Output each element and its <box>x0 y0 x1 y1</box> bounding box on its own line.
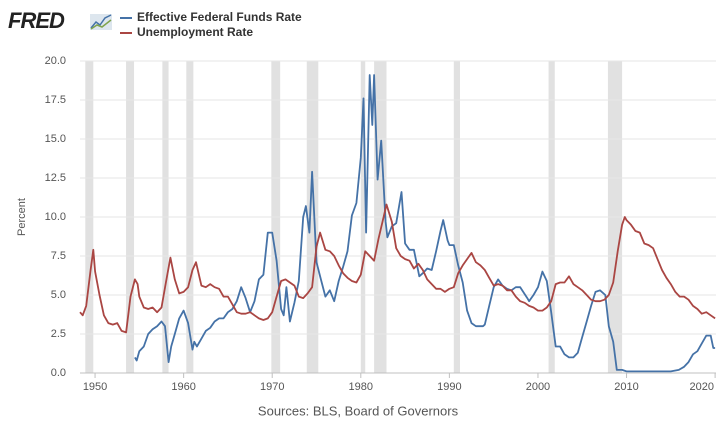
logo-icon-line <box>90 14 112 29</box>
x-tick-label: 1960 <box>171 381 195 393</box>
x-tick-label: 2010 <box>614 381 638 393</box>
legend-label: Effective Federal Funds Rate <box>137 10 302 24</box>
x-tick-label: 2020 <box>690 381 714 393</box>
logo-icon <box>90 14 112 30</box>
y-axis-label: Percent <box>16 198 28 236</box>
y-tick-label: 0.0 <box>51 367 66 379</box>
y-tick-label: 2.5 <box>51 328 66 340</box>
source: Sources: BLS, Board of Governors <box>258 403 459 418</box>
logo-icon-line <box>90 19 112 30</box>
x-tick-label: 1950 <box>83 381 107 393</box>
y-tick-label: 5.0 <box>51 289 66 301</box>
y-tick-label: 20.0 <box>45 55 66 67</box>
legend-label: Unemployment Rate <box>137 25 253 39</box>
series-line <box>134 74 716 373</box>
x-tick-label: 1990 <box>437 381 461 393</box>
y-tick-label: 7.5 <box>51 250 66 262</box>
y-tick-label: 15.0 <box>45 133 66 145</box>
logo: FRED <box>8 8 65 33</box>
y-tick-label: 12.5 <box>45 172 66 184</box>
x-tick-label: 1970 <box>260 381 284 393</box>
y-tick-label: 10.0 <box>45 211 66 223</box>
x-tick-label: 2000 <box>526 381 550 393</box>
y-tick-label: 17.5 <box>45 94 66 106</box>
series-line <box>79 203 716 334</box>
x-tick-label: 1980 <box>349 381 373 393</box>
